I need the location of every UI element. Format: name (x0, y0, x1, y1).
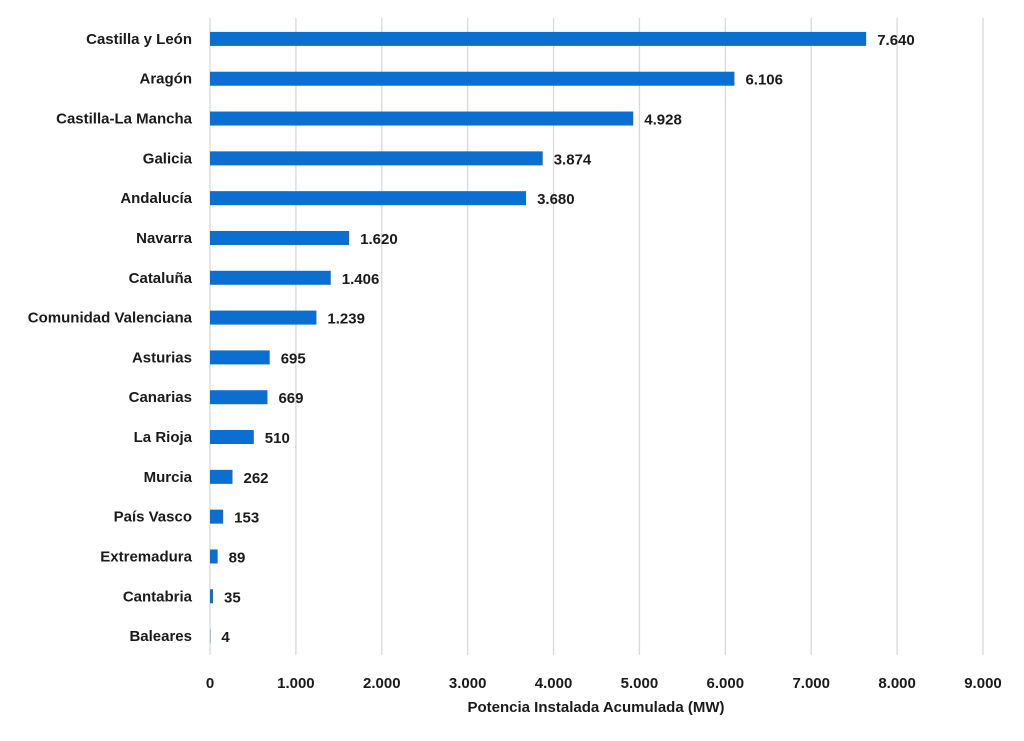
bar (210, 151, 543, 166)
bar (210, 509, 224, 524)
data-label: 669 (278, 390, 303, 407)
category-label: Asturias (132, 349, 192, 366)
data-label: 153 (234, 510, 259, 527)
data-label: 7.640 (877, 32, 915, 49)
category-label: Cantabria (123, 588, 193, 605)
category-label: País Vasco (114, 509, 192, 526)
data-label: 3.680 (537, 191, 575, 208)
x-tick-label: 9.000 (964, 675, 1002, 692)
bar (210, 71, 735, 86)
category-label: La Rioja (134, 429, 193, 446)
data-label: 35 (224, 589, 241, 606)
category-label: Extremadura (100, 548, 192, 565)
bars (210, 31, 867, 644)
x-axis-title: Potencia Instalada Acumulada (MW) (468, 699, 725, 716)
data-label: 695 (281, 350, 306, 367)
x-tick-label: 3.000 (449, 675, 487, 692)
category-label: Comunidad Valenciana (28, 310, 193, 327)
bar (210, 350, 270, 365)
data-label: 4 (221, 629, 230, 646)
data-label: 1.406 (342, 271, 380, 288)
data-label: 262 (244, 470, 269, 487)
bar (210, 270, 331, 285)
x-tick-label: 8.000 (878, 675, 916, 692)
x-tick-label: 1.000 (277, 675, 315, 692)
category-label: Navarra (136, 230, 193, 247)
data-label: 1.620 (360, 231, 398, 248)
category-label: Baleares (129, 628, 192, 645)
data-label: 3.874 (554, 151, 592, 168)
category-label: Aragón (140, 71, 193, 88)
bar (210, 230, 350, 245)
x-tick-label: 2.000 (363, 675, 401, 692)
bar (210, 310, 317, 325)
bar (210, 390, 268, 405)
x-tick-label: 4.000 (535, 675, 573, 692)
data-label: 89 (229, 549, 246, 566)
x-tick-label: 6.000 (707, 675, 745, 692)
x-tick-label: 0 (206, 675, 214, 692)
x-tick-label: 5.000 (621, 675, 659, 692)
bar (210, 549, 218, 564)
bar (210, 191, 527, 206)
category-labels: Castilla y León Aragón Castilla-La Mancha G… (28, 31, 193, 645)
category-label: Galicia (143, 150, 193, 167)
value-labels: 7.640 6.106 4.928 3.874 3.680 1.620 1.406 1.239… (221, 32, 914, 646)
x-tick-label: 7.000 (792, 675, 830, 692)
category-label: Castilla y León (86, 31, 192, 48)
data-label: 1.239 (327, 311, 365, 328)
bar (210, 589, 214, 604)
category-label: Murcia (144, 469, 193, 486)
data-label: 6.106 (745, 72, 783, 89)
bar (210, 469, 233, 484)
bar (210, 430, 254, 445)
category-label: Andalucía (120, 190, 192, 207)
bar (210, 31, 867, 46)
x-axis-ticks: 0 1.000 2.000 3.000 4.000 5.000 6.000 7.000 8.00… (206, 675, 1002, 692)
category-label: Canarias (129, 389, 192, 406)
category-label: Cataluña (129, 270, 193, 287)
data-label: 510 (265, 430, 290, 447)
data-label: 4.928 (644, 112, 682, 129)
bar (210, 111, 634, 126)
category-label: Castilla-La Mancha (56, 111, 193, 128)
